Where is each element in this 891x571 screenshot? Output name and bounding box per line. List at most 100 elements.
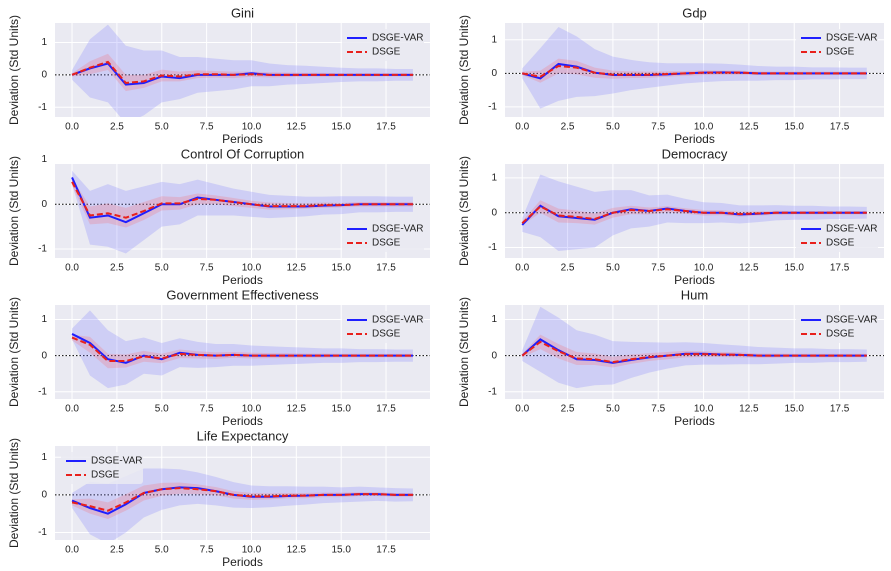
x-tick-label: 7.5 — [200, 545, 214, 556]
y-axis-label: Deviation (Std Units) — [7, 438, 21, 548]
legend-label: DSGE-VAR — [372, 315, 424, 326]
plot-area — [71, 468, 413, 540]
series-line — [521, 340, 867, 364]
y-tick-label: -1 — [38, 244, 47, 255]
x-tick-label: 2.5 — [561, 263, 575, 274]
x-tick-label: 17.5 — [376, 122, 396, 133]
x-tick-label: 2.5 — [561, 404, 575, 415]
confidence-band — [72, 310, 413, 389]
y-tick-label: 1 — [491, 314, 497, 325]
x-tick-label: 17.5 — [830, 404, 850, 415]
y-tick-label: -1 — [488, 386, 497, 397]
x-tick-label: 7.5 — [651, 263, 665, 274]
confidence-band — [72, 334, 413, 369]
x-tick-label: 15.0 — [331, 404, 351, 415]
x-tick-label: 17.5 — [376, 263, 396, 274]
chart-title: Gini — [231, 5, 254, 20]
y-tick-label: -1 — [38, 527, 47, 538]
y-tick-label: 0 — [491, 68, 497, 79]
plot-area — [71, 170, 413, 254]
x-tick-label: 2.5 — [110, 545, 124, 556]
x-tick-label: 10.0 — [242, 263, 262, 274]
series-line — [71, 60, 413, 85]
x-tick-label: 5.0 — [606, 122, 620, 133]
x-tick-label: 15.0 — [331, 263, 351, 274]
x-tick-label: 12.5 — [739, 404, 759, 415]
x-tick-label: 12.5 — [739, 122, 759, 133]
x-tick-label: 0.0 — [65, 263, 79, 274]
confidence-band — [72, 482, 413, 519]
x-tick-label: 2.5 — [110, 404, 124, 415]
x-tick-label: 10.0 — [242, 545, 262, 556]
series-line — [521, 205, 867, 224]
chart-title: Control Of Corruption — [181, 146, 305, 161]
x-axis-label: Periods — [674, 273, 715, 287]
confidence-band — [522, 306, 867, 389]
plot-area — [71, 310, 413, 389]
confidence-band — [522, 334, 867, 368]
y-axis-label: Deviation (Std Units) — [457, 156, 471, 266]
confidence-band — [72, 170, 413, 254]
x-tick-label: 7.5 — [651, 404, 665, 415]
y-tick-label: 1 — [41, 154, 47, 165]
y-tick-label: 1 — [491, 34, 497, 45]
plot-area — [521, 306, 867, 389]
plot-area — [521, 174, 867, 252]
x-tick-label: 7.5 — [651, 122, 665, 133]
y-tick-label: -1 — [38, 102, 47, 113]
x-tick-label: 2.5 — [110, 263, 124, 274]
x-tick-label: 5.0 — [606, 263, 620, 274]
x-tick-label: 10.0 — [694, 263, 714, 274]
x-tick-label: 17.5 — [830, 122, 850, 133]
plot-area — [521, 27, 867, 109]
legend-label: DSGE — [826, 238, 855, 249]
series-line — [71, 487, 413, 512]
y-tick-label: 0 — [41, 70, 47, 81]
legend-label: DSGE — [826, 329, 855, 340]
confidence-band — [72, 53, 413, 92]
x-tick-label: 7.5 — [200, 122, 214, 133]
x-tick-label: 7.5 — [200, 263, 214, 274]
y-tick-label: 0 — [41, 490, 47, 501]
x-tick-label: 17.5 — [830, 263, 850, 274]
x-axis-label: Periods — [222, 132, 263, 146]
x-tick-label: 2.5 — [561, 122, 575, 133]
confidence-band — [522, 27, 867, 109]
x-tick-label: 7.5 — [200, 404, 214, 415]
x-tick-label: 17.5 — [376, 545, 396, 556]
x-tick-label: 15.0 — [331, 545, 351, 556]
x-tick-label: 5.0 — [155, 404, 169, 415]
confidence-band — [72, 468, 413, 540]
x-tick-label: 10.0 — [242, 404, 262, 415]
legend-label: DSGE — [372, 329, 401, 340]
x-tick-label: 12.5 — [287, 122, 307, 133]
y-axis-label: Deviation (Std Units) — [457, 15, 471, 125]
y-axis-label: Deviation (Std Units) — [457, 297, 471, 407]
x-tick-label: 12.5 — [287, 404, 307, 415]
x-tick-label: 15.0 — [785, 404, 805, 415]
x-tick-label: 12.5 — [739, 263, 759, 274]
series-line — [71, 181, 413, 219]
series-line — [522, 64, 867, 78]
legend-label: DSGE — [372, 47, 401, 58]
y-axis-label: Deviation (Std Units) — [7, 15, 21, 125]
x-tick-label: 0.0 — [515, 404, 529, 415]
y-tick-label: 1 — [41, 314, 47, 325]
chart-title: Gdp — [682, 5, 707, 20]
legend-label: DSGE — [372, 238, 401, 249]
legend-label: DSGE-VAR — [372, 224, 424, 235]
legend-label: DSGE — [91, 470, 120, 481]
legend-label: DSGE-VAR — [372, 33, 424, 44]
x-tick-label: 15.0 — [331, 122, 351, 133]
y-tick-label: -1 — [488, 102, 497, 113]
x-tick-label: 0.0 — [65, 545, 79, 556]
x-axis-label: Periods — [222, 273, 263, 287]
x-tick-label: 15.0 — [785, 122, 805, 133]
x-tick-label: 10.0 — [694, 122, 714, 133]
x-tick-label: 0.0 — [515, 122, 529, 133]
x-tick-label: 5.0 — [606, 404, 620, 415]
x-tick-label: 2.5 — [110, 122, 124, 133]
confidence-band — [522, 58, 867, 83]
